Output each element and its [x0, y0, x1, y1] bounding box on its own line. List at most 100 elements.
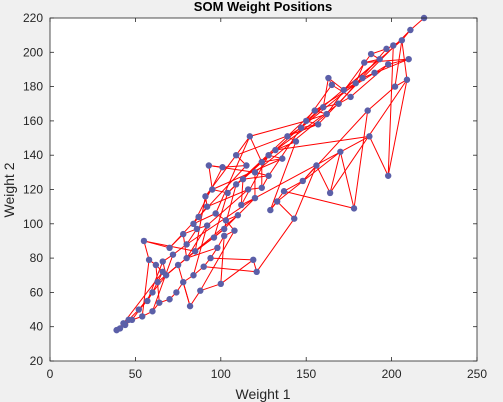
- connection-line: [210, 257, 254, 261]
- connection-line: [143, 240, 150, 260]
- weight-point: [347, 93, 354, 101]
- connection-line: [212, 158, 283, 190]
- x-tick-label: 50: [129, 367, 143, 381]
- weight-point: [251, 169, 259, 176]
- weight-point: [243, 162, 250, 169]
- connection-line: [237, 197, 256, 216]
- x-tick-label: 100: [211, 367, 231, 381]
- connection-line: [223, 214, 239, 230]
- weight-point: [403, 76, 411, 83]
- connection-line: [193, 213, 216, 225]
- x-tick-label: 150: [296, 367, 316, 381]
- connection-line: [302, 110, 369, 182]
- weight-point: [398, 37, 406, 44]
- connection-line: [186, 247, 218, 259]
- y-tick-label: 200: [23, 45, 43, 59]
- connection-line: [256, 218, 295, 273]
- weight-point: [311, 107, 318, 114]
- weight-point: [207, 254, 214, 262]
- connection-line: [235, 136, 251, 156]
- weight-point: [224, 189, 231, 197]
- connection-line: [220, 235, 225, 284]
- connection-line: [367, 86, 396, 111]
- connection-line: [200, 283, 221, 292]
- connection-line: [203, 266, 257, 273]
- connection-line: [192, 225, 208, 276]
- connection-line: [152, 254, 174, 312]
- weight-point: [258, 184, 265, 191]
- weight-point: [210, 234, 218, 241]
- connection-line: [194, 196, 206, 252]
- connection-line: [387, 45, 394, 176]
- weight-point: [195, 213, 202, 221]
- connection-line: [235, 123, 319, 156]
- weight-point: [169, 251, 177, 258]
- weight-point: [140, 237, 148, 245]
- connection-line: [364, 58, 409, 64]
- weight-point: [139, 313, 146, 320]
- connection-line: [387, 79, 408, 176]
- weight-point: [371, 69, 378, 77]
- weight-point: [217, 280, 224, 288]
- connection-line: [401, 40, 408, 80]
- connection-line: [275, 135, 370, 151]
- y-tick-label: 100: [23, 217, 43, 231]
- chart-title: SOM Weight Positions: [194, 0, 332, 14]
- weight-point: [145, 256, 153, 264]
- weight-point: [303, 117, 310, 125]
- weight-point: [337, 148, 344, 155]
- connection-line: [182, 281, 191, 307]
- weight-point: [154, 278, 161, 286]
- y-tick-label: 140: [23, 148, 43, 162]
- connection-line: [141, 259, 150, 317]
- weight-point: [325, 74, 332, 82]
- weight-point: [222, 217, 230, 224]
- weight-point: [193, 225, 201, 233]
- weight-point: [219, 164, 226, 171]
- connection-line: [329, 151, 341, 194]
- connection-line: [276, 201, 295, 220]
- weight-point: [191, 248, 199, 255]
- connection-line: [213, 192, 229, 238]
- x-tick-label: 250: [467, 367, 487, 381]
- connection-line: [283, 190, 355, 209]
- connection-line: [353, 110, 369, 209]
- x-axis: 0 50 100 150 200 250: [47, 18, 487, 381]
- weight-point: [197, 287, 204, 294]
- weight-point: [203, 203, 211, 210]
- connection-line: [254, 135, 370, 199]
- weight-point: [328, 81, 336, 89]
- weight-point: [162, 272, 170, 279]
- y-tick-label: 220: [23, 11, 43, 25]
- weight-point: [258, 158, 265, 166]
- connection-line: [276, 151, 341, 202]
- weight-point: [166, 296, 173, 303]
- weight-point: [359, 74, 366, 82]
- weight-point: [239, 176, 247, 183]
- weight-point: [326, 189, 334, 197]
- connection-line: [208, 164, 256, 173]
- weight-point: [272, 146, 279, 154]
- connection-line: [316, 165, 331, 194]
- weight-point: [279, 155, 286, 162]
- weight-point: [383, 45, 390, 53]
- weight-point: [221, 225, 228, 233]
- connection-line: [328, 77, 345, 91]
- connection-line: [275, 141, 297, 151]
- connection-line: [220, 259, 254, 285]
- weight-point: [125, 316, 132, 324]
- weight-point: [232, 152, 240, 159]
- y-axis: 20 40 60 80 100 120 140 160 180 200 220: [23, 11, 477, 368]
- connection-line: [287, 110, 316, 137]
- weight-point: [364, 107, 371, 114]
- weight-point: [291, 215, 298, 222]
- weight-point: [390, 42, 397, 49]
- weight-point: [376, 55, 383, 63]
- y-tick-label: 40: [30, 320, 44, 334]
- weight-point: [297, 124, 305, 131]
- weight-point: [366, 133, 373, 140]
- weight-point: [280, 188, 288, 195]
- weight-point: [350, 205, 358, 212]
- x-tick-label: 0: [47, 367, 54, 381]
